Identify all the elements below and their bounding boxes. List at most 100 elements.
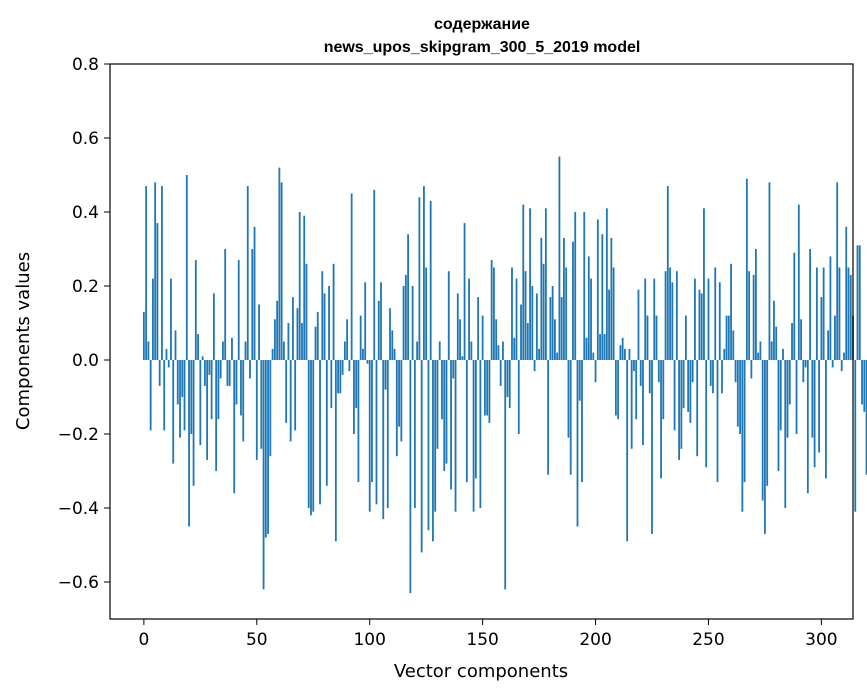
bar (423, 186, 425, 360)
bar (461, 356, 464, 360)
bar (226, 360, 229, 386)
bar (861, 360, 863, 405)
bar (847, 267, 850, 360)
bar (468, 278, 470, 360)
bar (770, 341, 773, 360)
bar (328, 286, 330, 360)
bar (375, 360, 378, 505)
bar (818, 360, 821, 453)
bar (569, 360, 572, 475)
bar (655, 315, 658, 360)
bar (231, 337, 233, 360)
bar (854, 360, 857, 512)
bar (443, 360, 446, 471)
bar (680, 360, 683, 449)
bar (395, 360, 398, 457)
bar (215, 360, 218, 471)
bar (538, 348, 540, 360)
bar (296, 308, 299, 360)
bar (716, 360, 719, 483)
bar (567, 360, 570, 438)
bar (203, 360, 206, 386)
bar (639, 360, 642, 386)
bar (147, 341, 150, 360)
bar (407, 234, 410, 360)
bar (380, 282, 382, 360)
chart-subtitle: news_upos_skipgram_300_5_2019 model (324, 39, 641, 56)
bar (768, 182, 771, 360)
bar (673, 360, 676, 431)
bar (687, 360, 690, 412)
bar (574, 212, 577, 360)
bar (782, 348, 784, 360)
bar (739, 360, 741, 434)
bar (583, 212, 586, 360)
bar (581, 360, 583, 483)
bar (481, 315, 484, 360)
bar (459, 319, 461, 360)
bar (619, 345, 622, 360)
bar (314, 326, 317, 360)
bar (292, 297, 294, 360)
bar (651, 360, 653, 534)
bar (176, 360, 179, 405)
bar (474, 360, 477, 479)
bar (560, 297, 563, 360)
bar (210, 360, 213, 420)
bar (843, 352, 845, 360)
bar (260, 360, 263, 449)
bar (301, 323, 303, 360)
bar (271, 348, 274, 360)
bar (745, 178, 748, 360)
bar (802, 360, 805, 383)
bar (714, 267, 717, 360)
bar (526, 323, 529, 360)
bar (599, 334, 601, 360)
bar (845, 226, 848, 360)
bar (630, 360, 633, 449)
bar (730, 263, 732, 360)
bar (827, 330, 830, 360)
bar (497, 345, 500, 360)
bar (233, 360, 236, 494)
bar (513, 337, 516, 360)
bar (556, 352, 559, 360)
bar (531, 286, 534, 360)
bar (603, 334, 606, 360)
bar (648, 360, 651, 394)
chart-title: содержание (434, 16, 530, 33)
bar (161, 186, 163, 360)
bar (499, 360, 502, 386)
bar (838, 267, 841, 360)
bar (793, 252, 796, 360)
x-tick-label: 300 (805, 630, 837, 650)
bar (815, 267, 818, 360)
bar (777, 360, 780, 471)
bar (750, 360, 753, 379)
bar (179, 360, 181, 438)
bar (696, 360, 699, 457)
bar (635, 360, 638, 420)
bar (416, 341, 419, 360)
x-tick-label: 100 (353, 630, 385, 650)
bar (784, 360, 787, 508)
bar (332, 263, 335, 360)
bar (764, 360, 766, 534)
bar (811, 360, 814, 438)
bar (684, 315, 687, 360)
bar (456, 293, 459, 360)
bar (319, 360, 321, 505)
bar (858, 245, 861, 360)
bar (201, 356, 204, 360)
bar (804, 360, 807, 368)
bar (276, 300, 279, 360)
bar (307, 360, 310, 508)
bar (520, 304, 522, 360)
bar (197, 334, 199, 360)
bar (691, 360, 694, 383)
bar (235, 360, 238, 405)
bar (834, 315, 836, 360)
x-tick-label: 0 (138, 630, 149, 650)
bar (678, 360, 681, 460)
bar (420, 360, 423, 553)
